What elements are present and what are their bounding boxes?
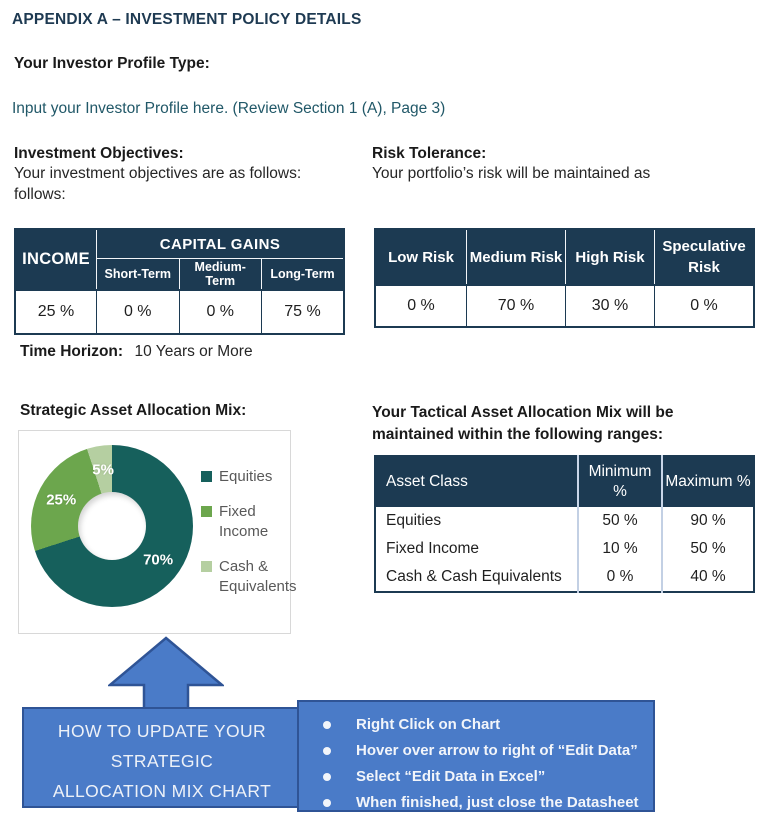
chart-legend: Equities Fixed Income Cash & Equivalents [201, 467, 297, 597]
tactical-heading-line2: maintained within the following ranges: [372, 426, 664, 443]
objectives-table: INCOME CAPITAL GAINS Short-Term Medium-T… [14, 228, 345, 335]
time-horizon-value: 10 Years or More [134, 343, 253, 360]
how-to-step: Hover over arrow to right of “Edit Data” [299, 738, 653, 764]
up-arrow-shape [108, 636, 224, 710]
risk-tolerance-line1: Your portfolio’s risk will be maintained… [372, 165, 651, 182]
medium-term-header-cell: Medium-Term [178, 258, 262, 291]
investor-profile-input[interactable]: Input your Investor Profile here. (Revie… [12, 100, 446, 117]
low-risk-value-cell: 0 % [374, 284, 467, 328]
table-row: Cash & Cash Equivalents 0 % 40 % [375, 563, 754, 592]
how-to-title-line: STRATEGIC [110, 751, 214, 771]
investment-objectives-block: Investment Objectives: Your investment o… [14, 145, 359, 205]
investor-profile-heading: Your Investor Profile Type: [14, 55, 210, 72]
donut-data-label: 5% [92, 461, 114, 479]
how-to-step: Right Click on Chart [299, 712, 653, 738]
investment-objectives-heading: Investment Objectives: [14, 145, 184, 162]
tactical-table: Asset Class Minimum % Maximum % Equities… [374, 455, 755, 593]
donut-ring: 70% 25% 5% [31, 445, 193, 607]
cash-swatch-icon [201, 561, 212, 572]
risk-tolerance-block: Risk Tolerance: Your portfolio’s risk wi… [372, 145, 732, 184]
maximum-cell: 90 % [661, 507, 754, 535]
medium-risk-value-cell: 70 % [466, 284, 566, 328]
how-to-title-line: ALLOCATION MIX CHART [52, 781, 272, 801]
low-risk-header-cell: Low Risk [374, 228, 467, 286]
maximum-cell: 40 % [661, 563, 754, 592]
medium-risk-header-cell: Medium Risk [466, 228, 566, 286]
long-term-header-cell: Long-Term [261, 258, 345, 291]
asset-class-cell: Fixed Income [375, 535, 578, 563]
tactical-heading: Your Tactical Asset Allocation Mix will … [372, 402, 732, 446]
how-to-step: When finished, just close the Datasheet [299, 790, 653, 816]
strategic-mix-heading: Strategic Asset Allocation Mix: [20, 402, 247, 419]
table-row: Equities 50 % 90 % [375, 507, 754, 535]
equities-swatch-icon [201, 471, 212, 482]
asset-class-cell: Cash & Cash Equivalents [375, 563, 578, 592]
fixed-income-swatch-icon [201, 506, 212, 517]
legend-label: Equities [219, 468, 273, 485]
asset-class-header-cell: Asset Class [375, 456, 578, 507]
high-risk-header-cell: High Risk [565, 228, 655, 286]
short-term-header-cell: Short-Term [96, 258, 180, 291]
tactical-heading-line1: Your Tactical Asset Allocation Mix will … [372, 404, 674, 421]
speculative-risk-value-cell: 0 % [654, 284, 755, 328]
how-to-title-box: HOW TO UPDATE YOUR STRATEGIC ALLOCATION … [22, 707, 302, 808]
legend-label: Fixed Income [219, 503, 269, 540]
page-title: APPENDIX A – INVESTMENT POLICY DETAILS [12, 11, 362, 28]
income-value-cell: 25 % [14, 289, 97, 335]
legend-item-equities: Equities [201, 467, 293, 487]
legend-item-cash: Cash & Equivalents [201, 557, 297, 597]
allocation-chart[interactable]: 70% 25% 5% Equities Fixed Income Cash & Eq… [18, 430, 297, 634]
long-term-value-cell: 75 % [261, 289, 345, 335]
donut-data-label: 25% [46, 491, 77, 509]
how-to-step: Select “Edit Data in Excel” [299, 764, 653, 790]
donut-hole [78, 492, 146, 560]
asset-class-cell: Equities [375, 507, 578, 535]
risk-table: Low Risk Medium Risk High Risk Speculati… [374, 228, 755, 328]
legend-label: Cash & Equivalents [219, 558, 297, 595]
medium-term-value-cell: 0 % [178, 289, 262, 335]
donut-data-label: 70% [143, 551, 174, 568]
maximum-cell: 50 % [661, 535, 754, 563]
minimum-cell: 10 % [577, 535, 662, 563]
table-row: Fixed Income 10 % 50 % [375, 535, 754, 563]
instructions-list: Right Click on Chart Hover over arrow to… [299, 712, 653, 816]
high-risk-value-cell: 30 % [565, 284, 655, 328]
instructions-box: Right Click on Chart Hover over arrow to… [297, 700, 655, 812]
time-horizon-label: Time Horizon: [20, 343, 124, 360]
minimum-header-cell: Minimum % [577, 456, 662, 507]
income-header-cell: INCOME [14, 228, 97, 291]
time-horizon-line: Time Horizon: 10 Years or More [20, 341, 253, 362]
short-term-value-cell: 0 % [96, 289, 180, 335]
investment-objectives-line2: follows: [14, 186, 66, 203]
investment-objectives-line1: Your investment objectives are as follow… [14, 165, 302, 182]
legend-item-fixed-income: Fixed Income [201, 502, 293, 542]
risk-tolerance-heading: Risk Tolerance: [372, 145, 487, 162]
capital-gains-header-cell: CAPITAL GAINS [96, 228, 345, 259]
minimum-cell: 0 % [577, 563, 662, 592]
maximum-header-cell: Maximum % [661, 456, 754, 507]
speculative-risk-header-cell: Speculative Risk [654, 228, 755, 286]
minimum-cell: 50 % [577, 507, 662, 535]
how-to-title-line: HOW TO UPDATE YOUR [57, 721, 267, 741]
